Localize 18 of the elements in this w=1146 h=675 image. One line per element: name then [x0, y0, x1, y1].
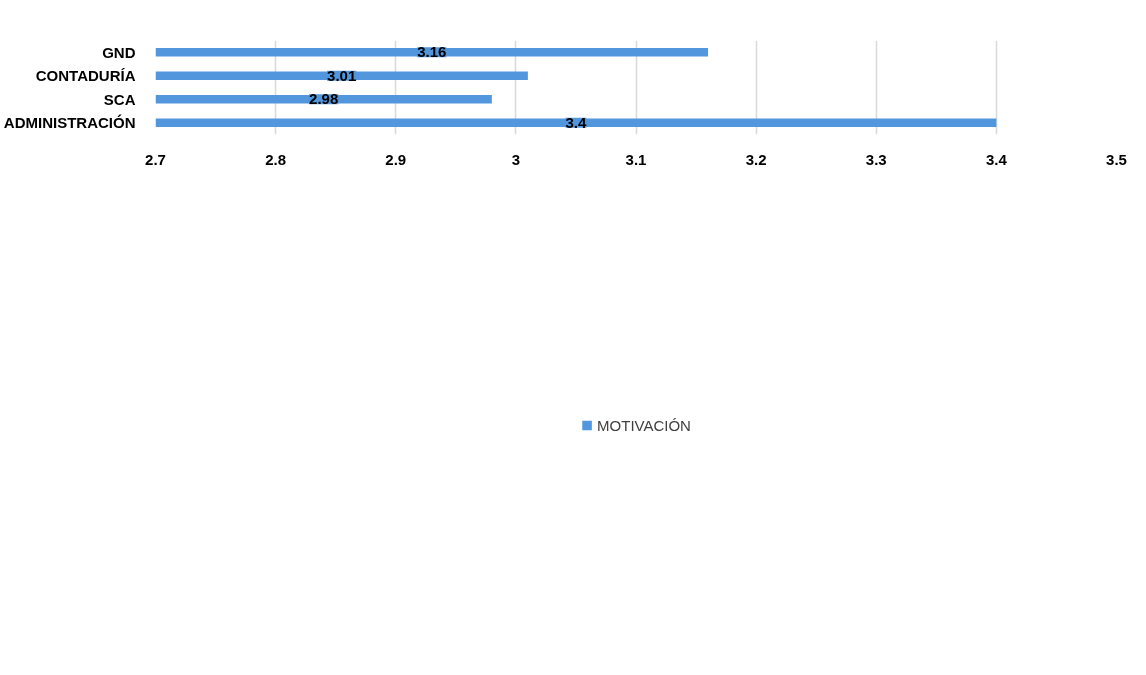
- x-tick-label: 3.5: [1106, 150, 1127, 168]
- x-tick-label: 2.7: [145, 150, 166, 168]
- x-tick-label: 3.4: [985, 150, 1008, 168]
- x-tick-label: 3.2: [745, 150, 767, 168]
- data-label: 3.01: [327, 66, 357, 84]
- data-label: 3.16: [417, 43, 447, 61]
- x-tick-label: 3.1: [625, 150, 647, 168]
- y-tick-label: ADMINISTRACIÓN: [3, 114, 136, 132]
- x-tick-label: 2.8: [265, 150, 287, 168]
- x-tick-label: 3: [511, 150, 521, 168]
- legend-label: MOTIVACIÓN: [597, 416, 691, 434]
- y-tick-label: SCA: [103, 90, 136, 108]
- data-label: 3.4: [565, 113, 588, 131]
- data-label: 2.98: [309, 90, 339, 108]
- x-tick-label: 3.3: [865, 150, 887, 168]
- x-tick-label: 2.9: [385, 150, 407, 168]
- y-tick-label: GND: [102, 43, 136, 61]
- y-tick-label: CONTADURÍA: [35, 67, 136, 85]
